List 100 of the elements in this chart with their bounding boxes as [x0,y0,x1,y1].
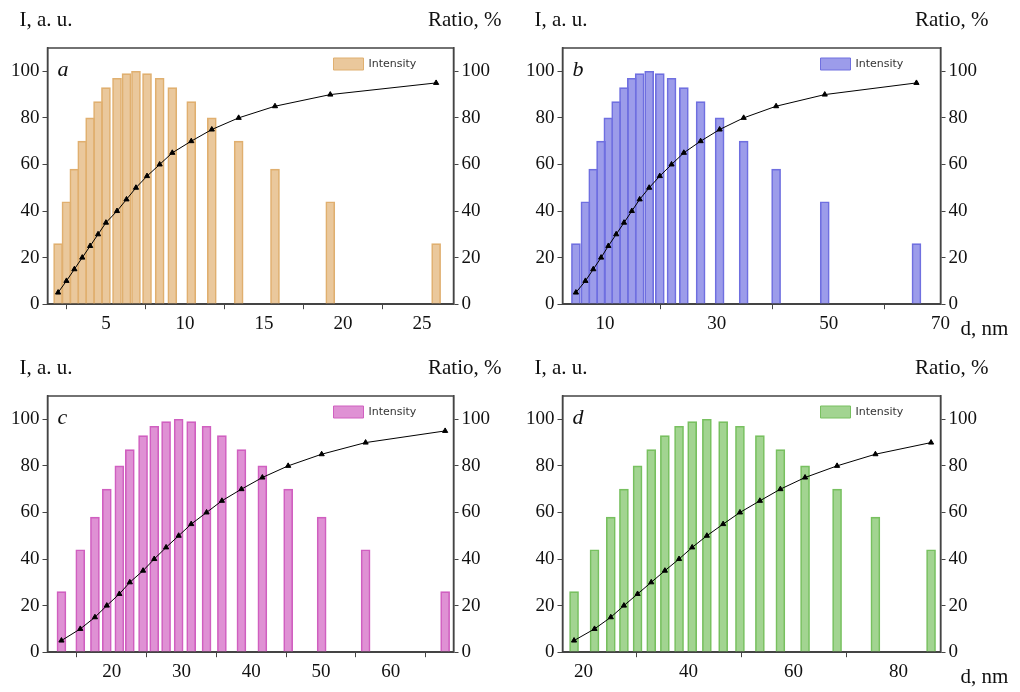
x-tick-label: 30 [171,659,191,681]
point [169,149,176,155]
point [327,91,334,97]
point [271,102,279,109]
point [58,637,65,643]
bar [325,201,336,304]
y2-tick-label: 60 [948,152,968,174]
y2-tick-label: 80 [948,105,968,127]
point [913,79,920,85]
bar [217,435,227,652]
y-axis-title: I, a. u. [534,355,588,379]
point [570,637,578,643]
bar [206,117,217,304]
point [703,532,710,538]
y2-tick-label: 80 [948,453,968,475]
bar [569,591,579,652]
x-tick-label: 70 [931,311,950,333]
point [661,567,668,573]
y2-axis-title: Ratio, % [915,7,989,31]
point [139,567,147,573]
x-tick-label: 25 [412,311,432,333]
point [648,578,655,585]
x-tick-label: 10 [595,311,615,333]
bar [186,101,197,304]
x-tick-label: 50 [819,311,839,333]
point [628,207,635,214]
bar [186,421,197,652]
y-tick-label: 20 [535,593,555,615]
bar [702,418,712,652]
y2-tick-label: 0 [948,292,958,314]
point [259,474,266,480]
bar [316,516,327,652]
point [680,149,687,155]
point [582,277,589,283]
point [123,195,130,202]
x-tick-label: 60 [381,659,401,681]
y2-tick-label: 20 [948,245,968,267]
y2-tick-label: 20 [461,245,481,267]
y-axis-title: I, a. u. [19,355,73,379]
x-tick-label: 20 [574,659,593,681]
x-tick-label: 40 [241,659,261,681]
point [613,230,620,237]
point [63,277,70,283]
point [442,427,449,433]
y2-tick-label: 60 [948,500,968,522]
point [113,207,121,214]
point [238,485,245,492]
bar [679,87,689,304]
y2-tick-label: 40 [461,199,481,221]
point [801,474,809,480]
bar [142,73,152,304]
x-tick-label: 30 [707,311,727,333]
bar [605,516,616,652]
bar [138,435,148,652]
x-axis-title: d, nm [960,664,1009,689]
bar [161,421,171,652]
bar [666,77,677,304]
point [151,555,158,562]
bar [167,87,178,304]
point [821,91,828,97]
y2-tick-label: 100 [948,59,977,81]
bar [440,591,450,652]
bar [632,465,643,652]
bar [75,549,86,652]
point [175,532,182,538]
annotation: b [572,56,584,81]
point [716,126,723,132]
bar [687,421,698,652]
point [94,230,102,237]
y2-tick-label: 0 [948,640,958,662]
y2-tick-label: 80 [461,453,481,475]
bar [589,549,600,652]
point [689,543,696,550]
y-axis-title: I, a. u. [19,7,73,31]
bar [270,168,280,304]
point [620,219,628,225]
bar [819,201,830,304]
bar [832,488,842,652]
y2-tick-label: 40 [948,547,968,569]
y-tick-label: 100 [526,59,555,81]
point [675,555,683,562]
annotation: d [572,404,585,429]
y2-axis-title: Ratio, % [428,355,502,379]
point [188,520,195,527]
y-tick-label: 20 [535,245,555,267]
y-tick-label: 40 [535,547,555,569]
bar [236,449,247,652]
bar [800,465,810,652]
y2-tick-label: 100 [461,407,490,429]
point [156,160,163,167]
bar [718,421,728,652]
bar [695,101,706,304]
annotation: a [57,56,69,81]
y-tick-label: 40 [20,199,40,221]
point [102,219,110,225]
bar [755,435,765,652]
bar [233,140,244,304]
point [756,497,763,503]
y2-tick-label: 0 [461,640,471,662]
y2-tick-label: 60 [461,500,481,522]
